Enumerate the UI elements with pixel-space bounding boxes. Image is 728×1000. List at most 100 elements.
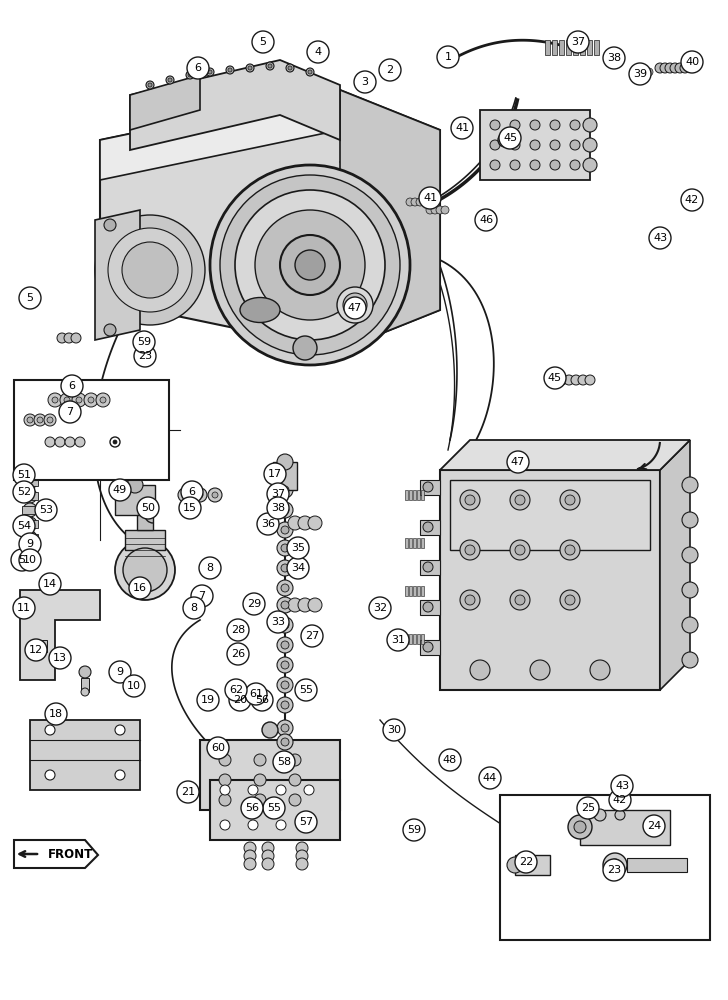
Text: 24: 24 <box>647 821 661 831</box>
Circle shape <box>287 537 309 559</box>
Circle shape <box>670 63 680 73</box>
Circle shape <box>296 842 308 854</box>
Bar <box>545 40 550 55</box>
Circle shape <box>570 120 580 130</box>
Polygon shape <box>100 90 340 180</box>
Text: 40: 40 <box>685 57 699 67</box>
Circle shape <box>510 590 530 610</box>
Circle shape <box>45 725 55 735</box>
Circle shape <box>530 140 540 150</box>
Circle shape <box>281 564 289 572</box>
Circle shape <box>560 490 580 510</box>
Circle shape <box>544 367 566 389</box>
Circle shape <box>281 701 289 709</box>
Circle shape <box>615 810 625 820</box>
Text: 58: 58 <box>277 757 291 767</box>
Circle shape <box>219 754 231 766</box>
Circle shape <box>191 585 213 607</box>
Circle shape <box>61 375 83 397</box>
Circle shape <box>276 785 286 795</box>
Circle shape <box>100 397 106 403</box>
Circle shape <box>465 545 475 555</box>
Circle shape <box>71 333 81 343</box>
Circle shape <box>277 454 293 470</box>
Bar <box>421 586 424 596</box>
Circle shape <box>182 492 188 498</box>
Circle shape <box>127 477 143 493</box>
Circle shape <box>583 138 597 152</box>
Circle shape <box>460 490 480 510</box>
Circle shape <box>567 31 589 53</box>
Text: 1: 1 <box>445 52 451 62</box>
Circle shape <box>682 652 698 668</box>
Circle shape <box>550 160 560 170</box>
Text: 29: 29 <box>247 599 261 609</box>
Circle shape <box>574 821 586 833</box>
Circle shape <box>181 481 203 503</box>
Circle shape <box>636 68 644 76</box>
Circle shape <box>13 481 35 503</box>
Circle shape <box>507 451 529 473</box>
Circle shape <box>277 580 293 596</box>
Circle shape <box>45 437 55 447</box>
Text: 60: 60 <box>211 743 225 753</box>
Circle shape <box>235 190 385 340</box>
Circle shape <box>262 850 274 862</box>
Bar <box>115 485 155 515</box>
Circle shape <box>255 210 365 320</box>
Circle shape <box>369 597 391 619</box>
Circle shape <box>197 492 203 498</box>
Text: 37: 37 <box>571 37 585 47</box>
Bar <box>405 490 408 500</box>
Bar <box>627 858 687 872</box>
Circle shape <box>436 206 444 214</box>
Text: 13: 13 <box>53 653 67 663</box>
Bar <box>137 515 153 530</box>
Circle shape <box>277 617 293 633</box>
Text: 57: 57 <box>299 817 313 827</box>
Circle shape <box>39 573 61 595</box>
Text: 51: 51 <box>17 470 31 480</box>
Text: 11: 11 <box>17 603 31 613</box>
Circle shape <box>129 577 151 599</box>
Circle shape <box>609 789 631 811</box>
Circle shape <box>295 679 317 701</box>
Circle shape <box>244 850 256 862</box>
Circle shape <box>113 440 117 444</box>
Circle shape <box>23 489 37 503</box>
Circle shape <box>416 198 424 206</box>
Circle shape <box>210 165 410 365</box>
Circle shape <box>47 417 53 423</box>
Circle shape <box>219 774 231 786</box>
Circle shape <box>603 47 625 69</box>
Circle shape <box>515 851 537 873</box>
Circle shape <box>268 64 272 68</box>
Circle shape <box>281 681 289 689</box>
Bar <box>81 678 89 692</box>
Circle shape <box>208 70 212 74</box>
Text: 12: 12 <box>29 645 43 655</box>
Circle shape <box>37 643 47 653</box>
Circle shape <box>286 64 294 72</box>
Circle shape <box>244 842 256 854</box>
Circle shape <box>682 617 698 633</box>
Circle shape <box>295 811 317 833</box>
Circle shape <box>682 477 698 493</box>
Polygon shape <box>130 60 340 150</box>
Circle shape <box>277 720 293 736</box>
Circle shape <box>226 66 234 74</box>
Bar <box>594 40 599 55</box>
Circle shape <box>277 677 293 693</box>
Bar <box>417 586 420 596</box>
Circle shape <box>48 393 62 407</box>
Circle shape <box>267 497 289 519</box>
FancyBboxPatch shape <box>14 380 169 480</box>
Circle shape <box>64 397 70 403</box>
Circle shape <box>585 375 595 385</box>
Circle shape <box>530 120 540 130</box>
Bar <box>405 538 408 548</box>
Circle shape <box>220 820 230 830</box>
Bar <box>22 464 38 472</box>
Circle shape <box>13 597 35 619</box>
Text: 6: 6 <box>68 381 76 391</box>
